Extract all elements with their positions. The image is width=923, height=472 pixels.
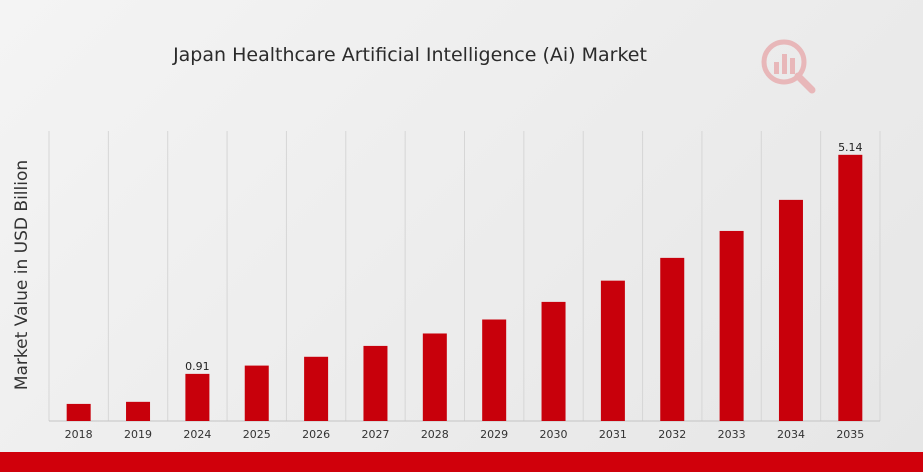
bar-2025	[244, 365, 269, 421]
bar-2030	[541, 301, 566, 421]
bar-2018	[66, 403, 91, 421]
x-tick-label-2027: 2027	[361, 428, 389, 441]
bar-2019	[126, 401, 151, 421]
bar-2033	[719, 230, 744, 421]
x-tick-label-2031: 2031	[599, 428, 627, 441]
x-tick-label-2030: 2030	[540, 428, 568, 441]
bar-2034	[778, 199, 803, 421]
bar-2028	[422, 333, 447, 421]
market-research-logo-icon	[761, 39, 816, 94]
x-tick-label-2026: 2026	[302, 428, 330, 441]
x-tick-label-2019: 2019	[124, 428, 152, 441]
x-tick-label-2035: 2035	[836, 428, 864, 441]
x-tick-label-2029: 2029	[480, 428, 508, 441]
chart-title: Japan Healthcare Artificial Intelligence…	[173, 44, 647, 66]
bar-2029	[482, 319, 507, 421]
data-label-2024: 0.91	[185, 360, 210, 373]
bar-2024	[185, 373, 210, 421]
x-tick-label-2033: 2033	[718, 428, 746, 441]
bar-2032	[660, 257, 685, 421]
x-tick-label-2024: 2024	[183, 428, 211, 441]
data-label-2035: 5.14	[838, 141, 863, 154]
bar-2031	[600, 280, 625, 421]
bar-2026	[304, 356, 329, 421]
x-tick-label-2018: 2018	[65, 428, 93, 441]
x-tick-label-2034: 2034	[777, 428, 805, 441]
x-tick-label-2032: 2032	[658, 428, 686, 441]
bar-2035	[838, 154, 863, 422]
x-tick-label-2028: 2028	[421, 428, 449, 441]
bar-2027	[363, 345, 388, 421]
x-tick-label-2025: 2025	[243, 428, 271, 441]
accent-bar	[0, 452, 923, 472]
